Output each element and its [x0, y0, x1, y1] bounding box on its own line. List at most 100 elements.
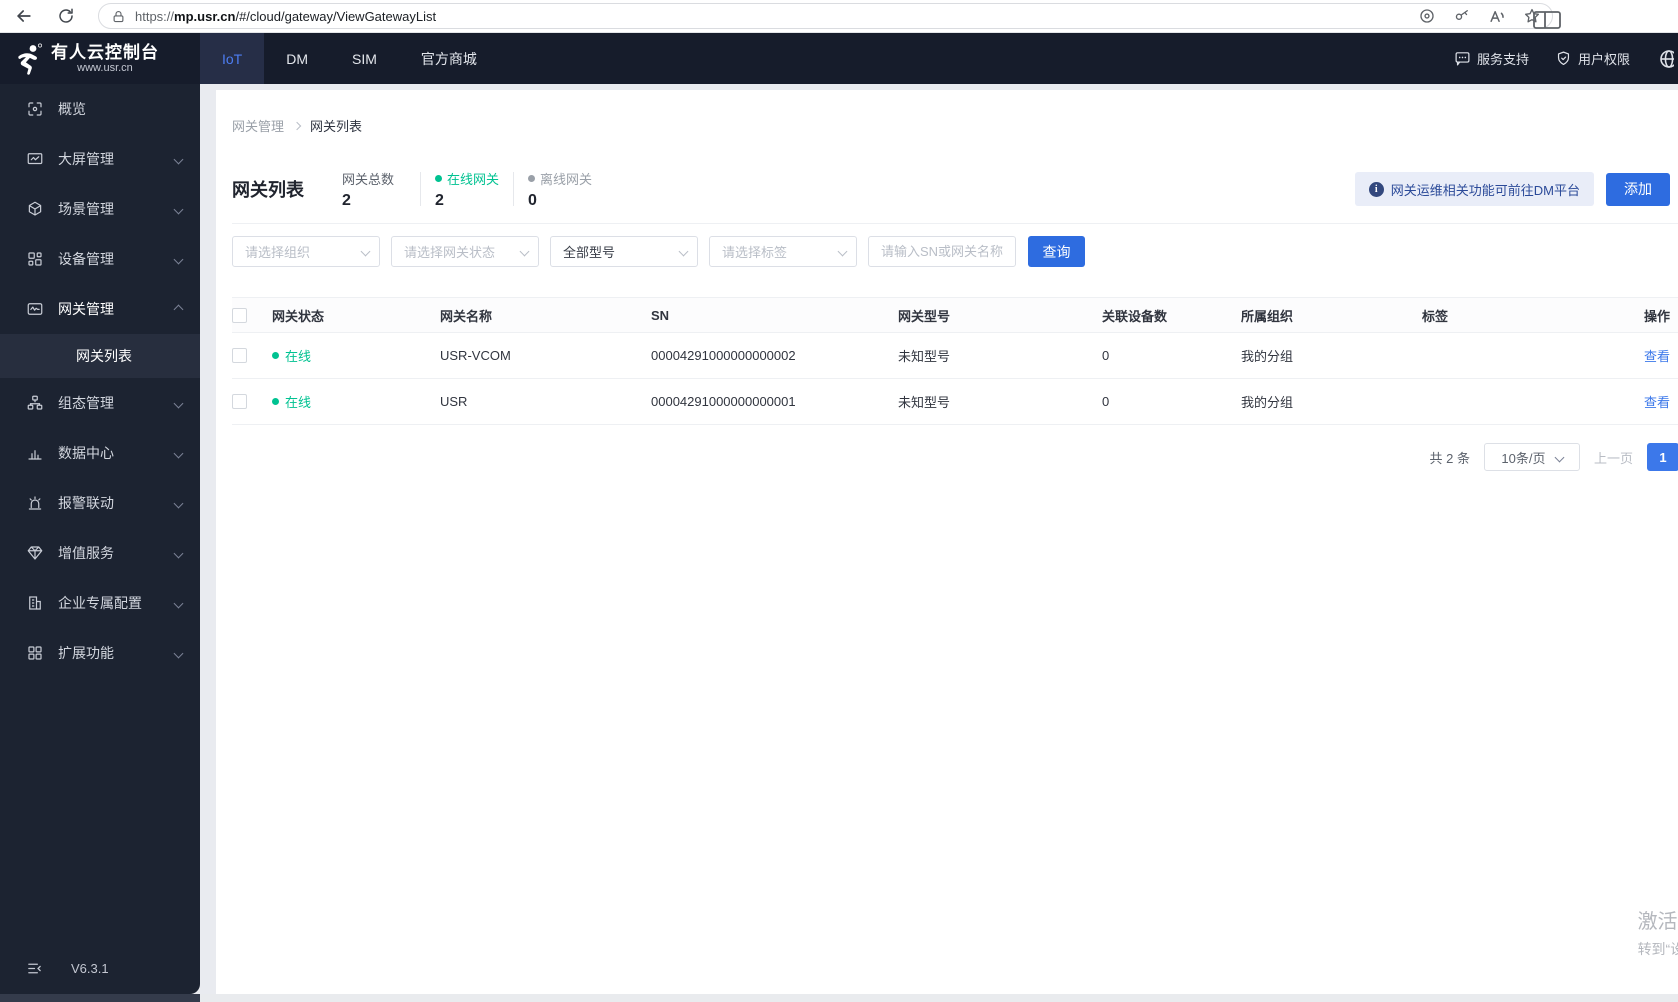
stat-total-value: 2: [342, 191, 351, 209]
url-protocol: https://: [135, 8, 175, 24]
scrollbar-thumb[interactable]: [0, 994, 200, 1002]
org-select[interactable]: 请选择组织: [232, 236, 380, 267]
tag-select[interactable]: 请选择标签: [709, 236, 857, 267]
page-1-button[interactable]: 1: [1646, 443, 1678, 471]
chevron-down-icon: [173, 548, 184, 558]
row-device-count: 0: [1102, 332, 1241, 379]
sidebar-item-configuration[interactable]: 组态管理: [0, 378, 200, 428]
row-sn: 00004291000000000002: [651, 332, 898, 379]
info-icon: i: [1368, 181, 1384, 197]
windows-activation-watermark: 激活 W 转到“设: [1638, 905, 1678, 959]
sidebar-subitem-gateway-list[interactable]: 网关列表: [0, 334, 200, 378]
row-checkbox[interactable]: [232, 394, 247, 409]
online-dot-icon: [272, 398, 279, 405]
shield-icon: [1557, 51, 1570, 66]
chevron-down-icon: [678, 246, 689, 257]
sidebar-item-device[interactable]: 设备管理: [0, 234, 200, 284]
row-model: 未知型号: [898, 378, 1102, 425]
sidebar-item-gateway[interactable]: 网关管理: [0, 284, 200, 334]
view-link[interactable]: 查看: [1644, 395, 1671, 410]
chevron-down-icon: [837, 246, 848, 257]
page-title: 网关列表: [232, 180, 304, 200]
logo[interactable]: 有人云控制台 www.usr.cn: [0, 33, 200, 84]
platform-tabs: IoT DM SIM 官方商城: [200, 33, 499, 84]
bar-chart-icon: [28, 450, 42, 460]
chevron-down-icon: [173, 398, 184, 408]
location-permission-icon[interactable]: [1417, 6, 1437, 26]
pagination: 共 2 条 10条/页 上一页 1 下一页: [232, 443, 1678, 471]
tag-select-placeholder: 请选择标签: [722, 245, 788, 260]
prev-page-button[interactable]: 上一页: [1593, 450, 1633, 466]
browser-address-bar[interactable]: https://mp.usr.cn/#/cloud/gateway/ViewGa…: [98, 3, 1561, 29]
logo-subtitle: www.usr.cn: [77, 61, 133, 74]
read-aloud-icon[interactable]: [1487, 6, 1507, 26]
sidebar-item-extensions[interactable]: 扩展功能: [0, 628, 200, 678]
tab-iot[interactable]: IoT: [200, 33, 265, 84]
url-path: /#/cloud/gateway/ViewGatewayList: [235, 8, 437, 24]
row-organization: 我的分组: [1241, 332, 1422, 379]
view-link[interactable]: 查看: [1644, 349, 1671, 364]
col-tags: 标签: [1422, 297, 1644, 333]
search-button[interactable]: 查询: [1028, 236, 1085, 267]
breadcrumb-gateway-list: 网关列表: [310, 119, 363, 134]
breadcrumb-gateway-management[interactable]: 网关管理: [232, 119, 285, 134]
user-permission-button[interactable]: 用户权限: [1555, 49, 1630, 68]
extensions-grid-icon: [28, 646, 42, 660]
row-gateway-name: USR: [440, 378, 651, 425]
row-status: 在线: [285, 349, 312, 364]
model-select[interactable]: 全部型号: [550, 236, 698, 267]
gateway-status-select[interactable]: 请选择网关状态: [391, 236, 539, 267]
page-size-select[interactable]: 10条/页: [1483, 443, 1580, 471]
stat-online-value: 2: [435, 191, 444, 209]
org-nodes-icon: [27, 395, 43, 410]
pagination-total: 共 2 条: [1429, 450, 1470, 466]
stat-offline: 离线网关 0: [528, 169, 592, 210]
sn-search-input[interactable]: [868, 236, 1016, 267]
sidebar-item-datacenter[interactable]: 数据中心: [0, 428, 200, 478]
user-permission-label: 用户权限: [1577, 52, 1630, 67]
collapse-sidebar-icon[interactable]: [26, 960, 43, 977]
page-size-value: 10条/页: [1501, 450, 1546, 466]
org-select-placeholder: 请选择组织: [245, 245, 311, 260]
overview-icon: [28, 102, 42, 116]
sidebar-item-value-added[interactable]: 增值服务: [0, 528, 200, 578]
url-text[interactable]: https://mp.usr.cn/#/cloud/gateway/ViewGa…: [135, 9, 1417, 24]
col-gateway-name: 网关名称: [440, 297, 651, 333]
row-checkbox[interactable]: [232, 348, 247, 363]
sidebar-nav: 概览 大屏管理 场景管理 设备管理 网关管理 网关列表 组态管理 数据中心 报警…: [0, 84, 200, 994]
gateway-stats: 网关总数 2 在线网关 2 离线网关 0: [342, 169, 592, 210]
globe-icon: [1660, 49, 1674, 68]
col-organization: 所属组织: [1241, 297, 1422, 333]
back-arrow-icon: [17, 10, 31, 22]
horizontal-scrollbar[interactable]: [0, 994, 1678, 1002]
browser-refresh-button[interactable]: [52, 2, 80, 30]
browser-back-button[interactable]: [10, 2, 38, 30]
sidebar-label-device: 设备管理: [58, 251, 114, 267]
sidebar-item-alarm[interactable]: 报警联动: [0, 478, 200, 528]
watermark-line2: 转到“设: [1637, 941, 1678, 957]
sidebar-item-bigscreen[interactable]: 大屏管理: [0, 134, 200, 184]
split-screen-icon[interactable]: [1532, 10, 1562, 30]
tab-dm[interactable]: DM: [286, 50, 309, 67]
password-key-icon[interactable]: [1452, 6, 1472, 26]
favorite-star-icon[interactable]: [1522, 6, 1542, 26]
tab-mall[interactable]: 官方商城: [420, 50, 477, 67]
banner-text: 网关运维相关功能可前往DM平台: [1390, 182, 1580, 198]
scene-cube-icon: [28, 201, 42, 216]
add-gateway-button[interactable]: 添加: [1606, 172, 1670, 206]
select-all-checkbox[interactable]: [232, 307, 247, 323]
sidebar-item-enterprise[interactable]: 企业专属配置: [0, 578, 200, 628]
sidebar-label-gateway: 网关管理: [58, 301, 114, 317]
service-support-button[interactable]: 服务支持: [1454, 49, 1529, 68]
sidebar-item-overview[interactable]: 概览: [0, 84, 200, 134]
offline-dot-icon: [528, 174, 536, 182]
building-icon: [29, 596, 41, 610]
status-select-placeholder: 请选择网关状态: [404, 245, 496, 260]
table-row: 在线 USR 00004291000000000001 未知型号 0 我的分组 …: [232, 378, 1678, 425]
language-globe-button[interactable]: [1656, 49, 1674, 69]
sidebar-label-bigscreen: 大屏管理: [58, 151, 114, 167]
sidebar-item-scene[interactable]: 场景管理: [0, 184, 200, 234]
chevron-down-icon: [173, 598, 184, 608]
tab-sim[interactable]: SIM: [352, 50, 377, 67]
sidebar-label-datacenter: 数据中心: [58, 445, 114, 461]
